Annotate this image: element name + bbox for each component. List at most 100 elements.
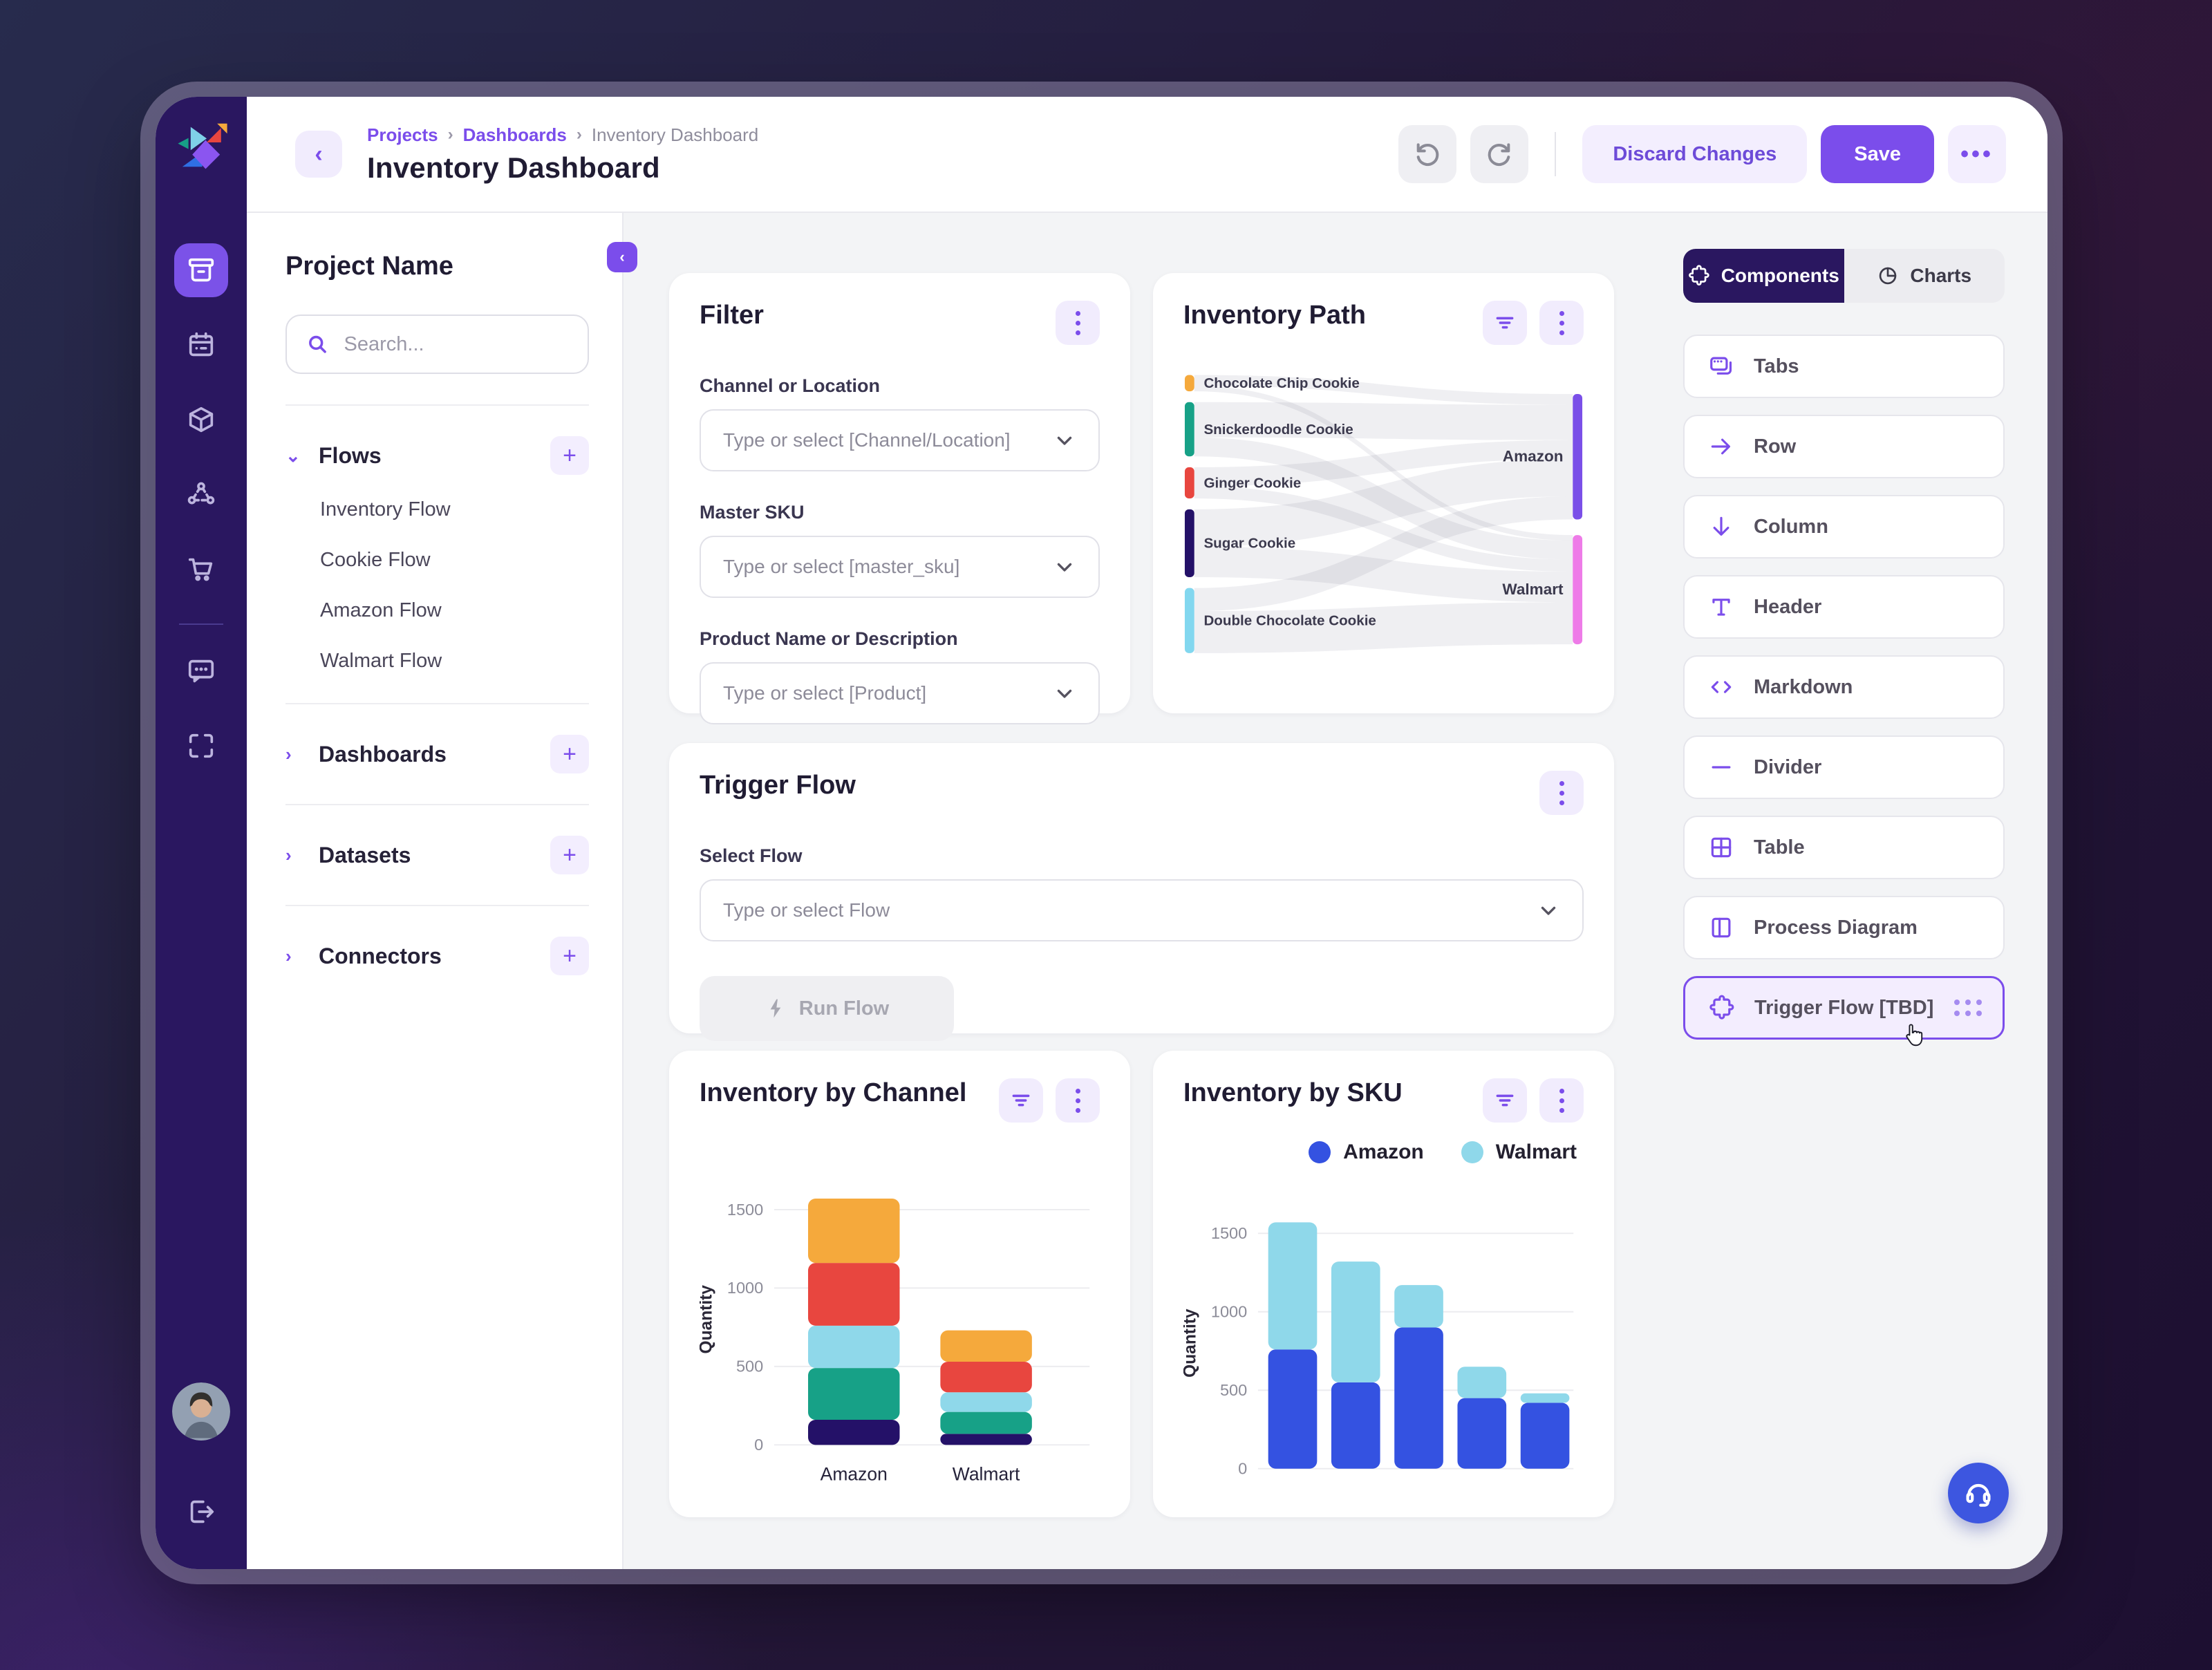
component-item-process-diagram[interactable]: Process Diagram bbox=[1683, 896, 2005, 959]
chevron-down-icon bbox=[1057, 563, 1072, 572]
bar-segment-double-chocolate-cookie bbox=[808, 1325, 900, 1369]
tab-components[interactable]: Components bbox=[1683, 249, 1844, 303]
select-placeholder: Type or select [master_sku] bbox=[723, 556, 960, 577]
chevron-right-icon[interactable]: › bbox=[285, 743, 292, 764]
header-divider bbox=[1555, 132, 1557, 176]
undo-button[interactable] bbox=[1398, 125, 1457, 183]
channel-location-select[interactable]: Type or select [Channel/Location] bbox=[700, 409, 1100, 471]
section-connectors: › Connectors + bbox=[285, 937, 589, 975]
y-axis-label: Quantity bbox=[700, 1285, 716, 1354]
product-select[interactable]: Type or select [Product] bbox=[700, 662, 1100, 724]
panel-divider bbox=[285, 404, 589, 406]
filter-lines-icon bbox=[1496, 317, 1514, 329]
component-item-label: Table bbox=[1754, 836, 1805, 859]
component-item-header[interactable]: Header bbox=[1683, 575, 2005, 639]
y-tick-label: 500 bbox=[736, 1358, 763, 1376]
component-item-tabs[interactable]: Tabs bbox=[1683, 335, 2005, 398]
component-item-divider[interactable]: Divider bbox=[1683, 735, 2005, 799]
sankey-node-label: Ginger Cookie bbox=[1203, 475, 1301, 491]
section-datasets: › Datasets + bbox=[285, 836, 589, 874]
channel-chart-filter-button[interactable] bbox=[999, 1078, 1043, 1123]
flow-item-cookie-flow[interactable]: Cookie Flow bbox=[320, 549, 431, 571]
redo-icon bbox=[1488, 143, 1510, 166]
bar-segment-sugar-cookie bbox=[808, 1420, 900, 1445]
bar-segment-double-chocolate-cookie bbox=[940, 1392, 1032, 1412]
kebab-icon bbox=[1559, 310, 1564, 335]
sankey-node-label: Double Chocolate Cookie bbox=[1203, 613, 1376, 629]
component-item-trigger-flow-tbd[interactable]: Trigger Flow [TBD] bbox=[1683, 976, 2005, 1047]
chevron-down-icon[interactable]: ⌄ bbox=[285, 444, 301, 466]
sidebar-item-logout[interactable] bbox=[174, 1485, 228, 1539]
bar-segment-walmart bbox=[1268, 1222, 1318, 1350]
cube-icon bbox=[189, 406, 214, 433]
more-options-button[interactable]: ••• bbox=[1948, 125, 2006, 183]
mouse-cursor-icon bbox=[1906, 1024, 1923, 1047]
sidebar-item-comments[interactable] bbox=[174, 644, 228, 698]
discard-changes-button[interactable]: Discard Changes bbox=[1582, 125, 1808, 183]
select-placeholder: Type or select Flow bbox=[723, 899, 890, 921]
collapse-panel-button[interactable]: ‹ bbox=[607, 242, 637, 272]
add-connector-button[interactable]: + bbox=[550, 937, 589, 975]
sankey-link bbox=[1194, 402, 1573, 440]
redo-button[interactable] bbox=[1470, 125, 1529, 183]
y-tick-label: 1500 bbox=[1211, 1224, 1247, 1242]
y-axis-label: Quantity bbox=[1183, 1308, 1200, 1378]
channel-chart-menu-button[interactable] bbox=[1056, 1078, 1100, 1123]
code-icon bbox=[1711, 681, 1732, 693]
component-item-markdown[interactable]: Markdown bbox=[1683, 655, 2005, 719]
avatar[interactable] bbox=[172, 1382, 230, 1441]
sidebar-item-cart[interactable] bbox=[174, 542, 228, 596]
add-dataset-button[interactable]: + bbox=[550, 836, 589, 874]
sankey-node-walmart bbox=[1573, 535, 1583, 645]
add-dashboard-button[interactable]: + bbox=[550, 735, 589, 773]
flow-select[interactable]: Type or select Flow bbox=[700, 879, 1584, 941]
sku-chart-menu-button[interactable] bbox=[1539, 1078, 1584, 1123]
components-panel: Components Charts Tabs Row Column Header Mar… bbox=[1683, 249, 2005, 1047]
add-flow-button[interactable]: + bbox=[550, 436, 589, 475]
component-item-table[interactable]: Table bbox=[1683, 816, 2005, 879]
inventory-path-sankey: Chocolate Chip Cookie Snickerdoodle Cooki… bbox=[1184, 375, 1583, 653]
sku-chart-filter-button[interactable] bbox=[1483, 1078, 1527, 1123]
flow-item-inventory-flow[interactable]: Inventory Flow bbox=[320, 498, 451, 520]
search-input[interactable] bbox=[344, 332, 568, 356]
dashboard-canvas: Filter Channel or Location Type or selec… bbox=[624, 213, 2047, 1569]
component-item-column[interactable]: Column bbox=[1683, 495, 2005, 559]
top-header: ‹ Projects › Dashboards › Inventory Dash… bbox=[247, 97, 2047, 213]
run-flow-label: Run Flow bbox=[798, 997, 890, 1020]
drag-handle-icon[interactable] bbox=[1954, 1000, 1982, 1016]
section-dashboards-label[interactable]: Dashboards bbox=[319, 741, 447, 767]
tab-charts-label: Charts bbox=[1910, 265, 1972, 286]
tab-charts[interactable]: Charts bbox=[1844, 249, 2005, 303]
flow-item-amazon-flow[interactable]: Amazon Flow bbox=[320, 599, 442, 621]
chevron-right-icon[interactable]: › bbox=[285, 945, 292, 966]
master-sku-select[interactable]: Type or select [master_sku] bbox=[700, 536, 1100, 598]
bar-segment-walmart bbox=[1394, 1285, 1443, 1328]
sidebar-item-network[interactable] bbox=[174, 467, 228, 521]
run-flow-button[interactable]: Run Flow bbox=[700, 976, 954, 1041]
back-button[interactable]: ‹ bbox=[295, 131, 342, 178]
flow-item-walmart-flow[interactable]: Walmart Flow bbox=[320, 650, 442, 672]
section-datasets-label[interactable]: Datasets bbox=[319, 842, 411, 867]
inventory-path-menu-button[interactable] bbox=[1539, 301, 1584, 345]
chevron-right-icon[interactable]: › bbox=[285, 844, 292, 865]
breadcrumb-dashboards[interactable]: Dashboards bbox=[462, 124, 567, 145]
inventory-path-filter-button[interactable] bbox=[1483, 301, 1527, 345]
bar-segment-walmart bbox=[1520, 1393, 1570, 1403]
fullscreen-icon bbox=[189, 733, 214, 758]
component-item-label: Trigger Flow [TBD] bbox=[1754, 996, 1934, 1019]
section-flows-label[interactable]: Flows bbox=[319, 442, 382, 468]
filter-card-menu-button[interactable] bbox=[1056, 301, 1100, 345]
section-flows: ⌄ Flows + bbox=[285, 436, 589, 475]
sidebar-item-packages[interactable] bbox=[174, 393, 228, 447]
trigger-flow-menu-button[interactable] bbox=[1539, 771, 1584, 815]
inventory-by-channel-title: Inventory by Channel bbox=[700, 1078, 967, 1107]
breadcrumb-projects[interactable]: Projects bbox=[367, 124, 438, 145]
section-connectors-label[interactable]: Connectors bbox=[319, 943, 442, 968]
save-button[interactable]: Save bbox=[1821, 125, 1934, 183]
component-item-row[interactable]: Row bbox=[1683, 415, 2005, 478]
sidebar-item-fullscreen[interactable] bbox=[174, 719, 228, 773]
inventory-path-title: Inventory Path bbox=[1183, 301, 1366, 330]
sidebar-item-calendar[interactable] bbox=[174, 318, 228, 372]
help-button[interactable] bbox=[1948, 1463, 2009, 1523]
sidebar-item-dashboards[interactable] bbox=[174, 243, 228, 297]
